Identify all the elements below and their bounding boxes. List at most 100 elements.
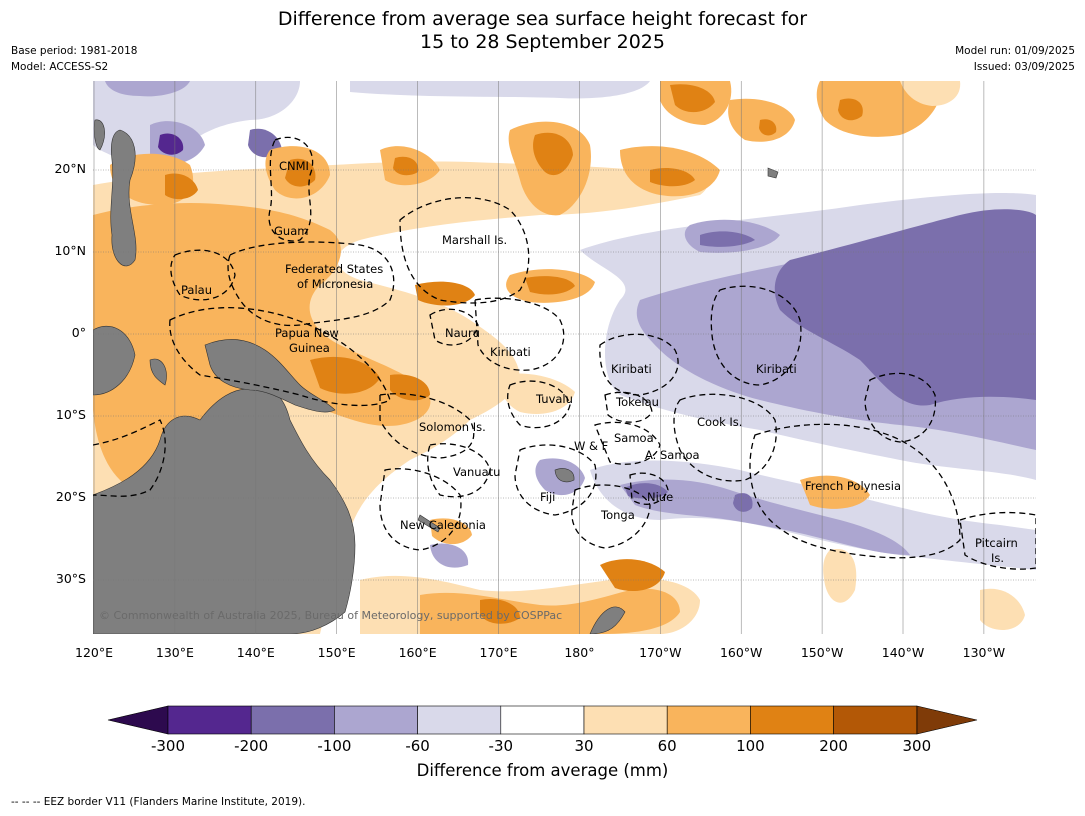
land-new-guinea <box>204 339 336 413</box>
eez-borders <box>93 136 1036 570</box>
latitude-tick-label: 30°S <box>55 571 86 586</box>
label-fsm-line2: of Micronesia <box>297 277 374 291</box>
eez-cook <box>673 393 777 482</box>
label-fiji: Fiji <box>540 490 556 504</box>
label-pitcairn-line1: Pitcairn <box>975 536 1018 550</box>
chart-title: Difference from average sea surface heig… <box>0 8 1085 54</box>
colorbar-bin <box>750 705 834 735</box>
label-fsm-line1: Federated States <box>285 262 384 276</box>
metadata-left: Base period: 1981-2018 Model: ACCESS-S2 <box>11 43 137 75</box>
longitude-tick-label: 140°E <box>236 645 275 660</box>
eez-australia-east <box>93 419 166 497</box>
colorbar-tick-label: -300 <box>150 737 186 755</box>
longitude-tick-label: 160°W <box>719 645 763 660</box>
land-masses <box>93 119 779 634</box>
anomaly-negative-field <box>93 81 1036 570</box>
latitude-tick-label: 0° <box>71 325 86 340</box>
longitude-tick-label: 150°W <box>800 645 844 660</box>
colorbar-extend-right <box>916 705 978 735</box>
longitude-tick-label: 140°W <box>881 645 925 660</box>
eez-marshall <box>399 197 530 304</box>
label-tuvalu: Tuvalu <box>536 392 573 406</box>
colorbar-tick-label: 300 <box>902 737 932 755</box>
latitude-tick-label: 20°N <box>54 161 86 176</box>
eez-nauru <box>429 308 479 346</box>
longitude-tick-label: 150°E <box>317 645 356 660</box>
label-marshall-islands: Marshall Is. <box>442 233 508 247</box>
eez-kiribati-central <box>599 333 679 396</box>
colorbar-tick-label: 100 <box>736 737 765 755</box>
colorbar-tick-label: -200 <box>234 737 269 755</box>
eez-solomon <box>379 393 475 459</box>
graticule <box>93 81 1036 634</box>
land-australia <box>93 388 356 634</box>
eez-niue <box>629 472 669 505</box>
eez-french-polynesia <box>749 423 961 559</box>
land-fiji <box>554 468 575 483</box>
eez-tokelau <box>604 391 653 423</box>
base-period-text: Base period: 1981-2018 <box>11 45 138 57</box>
label-tonga: Tonga <box>601 508 635 522</box>
label-png-line2: Guinea <box>289 341 330 355</box>
colorbar-tick-label: 200 <box>819 737 848 755</box>
colorbar-bin <box>583 705 668 735</box>
colorbar-label: Difference from average (mm) <box>416 761 669 780</box>
eez-fiji <box>514 444 597 516</box>
colorbar-bin <box>334 705 418 735</box>
latitude-tick-label: 20°S <box>55 489 86 504</box>
label-vanuatu: Vanuatu <box>453 465 501 479</box>
colorbar-bin <box>167 705 252 735</box>
land-hawaii <box>767 167 779 179</box>
eez-tuvalu <box>507 380 571 429</box>
colorbar <box>107 705 978 735</box>
longitude-tick-label: 170°E <box>479 645 518 660</box>
label-wallis-futuna: W & F <box>574 439 609 453</box>
land-new-caledonia <box>417 514 441 533</box>
land-philippines <box>110 129 137 267</box>
land-borneo <box>93 325 136 396</box>
longitude-tick-label: 130°E <box>155 645 194 660</box>
label-new-caledonia: New Caledonia <box>400 518 486 532</box>
longitude-tick-label: 120°E <box>74 645 114 660</box>
eez-cnmi-guam <box>268 136 314 242</box>
eez-pitcairn <box>959 511 1036 570</box>
footnote: -- -- -- EEZ border V11 (Flanders Marine… <box>11 796 306 808</box>
longitude-tick-label: 160°E <box>398 645 437 660</box>
land-new-zealand <box>589 606 626 634</box>
metadata-right: Model run: 01/09/2025 Issued: 03/09/2025 <box>955 43 1075 75</box>
colorbar-bin <box>666 705 751 735</box>
label-samoa: Samoa <box>614 431 654 445</box>
eez-samoa <box>594 421 661 465</box>
copyright-notice: © Commonwealth of Australia 2025, Bureau… <box>99 609 563 622</box>
colorbar-bin <box>250 705 335 735</box>
colorbar-tick-label: -100 <box>317 737 352 755</box>
label-kiribati-central: Kiribati <box>611 362 652 376</box>
label-pitcairn-line2: Is. <box>991 551 1005 565</box>
label-guam: Guam <box>274 224 309 238</box>
colorbar-bin <box>417 705 502 735</box>
colorbar-tick-label: -60 <box>405 737 430 755</box>
label-nauru: Nauru <box>445 326 480 340</box>
colorbar-tick-label: 60 <box>657 737 677 755</box>
colorbar-bin <box>500 705 585 735</box>
issued-text: Issued: 03/09/2025 <box>973 61 1075 73</box>
eez-tonga <box>571 484 651 549</box>
label-american-samoa: A. Samoa <box>645 448 700 462</box>
colorbar-bin <box>833 705 918 735</box>
longitude-tick-label: 170°W <box>639 645 682 660</box>
label-tokelau: Tokelau <box>616 395 659 409</box>
land-sulawesi <box>149 358 167 386</box>
label-kiribati-east: Kiribati <box>756 362 797 376</box>
label-palau: Palau <box>181 283 212 297</box>
eez-kiribati-west <box>474 297 565 371</box>
label-french-polynesia: French Polynesia <box>805 479 902 493</box>
eez-french-polynesia-east <box>864 372 937 443</box>
model-text: Model: ACCESS-S2 <box>11 61 109 73</box>
colorbar-tick-label: -30 <box>488 737 514 755</box>
label-kiribati-west: Kiribati <box>490 345 531 359</box>
eez-new-caledonia <box>379 468 462 551</box>
eez-palau <box>170 249 236 301</box>
model-run-text: Model run: 01/09/2025 <box>955 45 1075 57</box>
eez-png <box>169 307 391 407</box>
